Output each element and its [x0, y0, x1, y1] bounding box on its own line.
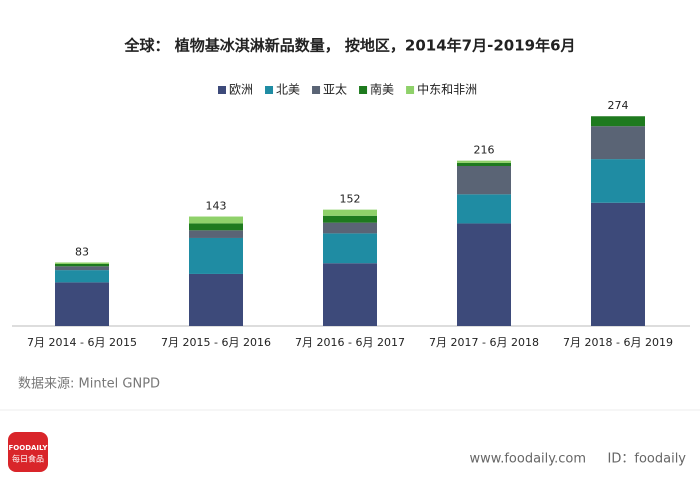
- legend-label: 欧洲: [229, 83, 253, 97]
- legend-label: 中东和非洲: [417, 82, 477, 97]
- legend-swatch: [218, 86, 226, 94]
- legend-swatch: [359, 86, 368, 94]
- bar-segment: [189, 273, 243, 326]
- bar-segment: [323, 209, 377, 216]
- chart-title: 全球： 植物基冰淇淋新品数量， 按地区，2014年7月-2019年6月: [123, 37, 575, 55]
- bar-segment: [591, 126, 645, 160]
- x-tick-label: 7月 2015 - 6月 2016: [161, 336, 271, 349]
- x-tick-label: 7月 2018 - 6月 2019: [563, 336, 673, 349]
- x-tick-label: 7月 2017 - 6月 2018: [429, 336, 539, 349]
- total-label: 83: [75, 245, 89, 258]
- legend-label: 南美: [370, 82, 394, 97]
- footer-id: ID：foodaily: [608, 452, 687, 467]
- bar-segment: [189, 237, 243, 274]
- bar-segment: [591, 159, 645, 203]
- bar-segment: [591, 116, 645, 127]
- bar-segment: [323, 222, 377, 234]
- legend-label: 亚太: [323, 82, 347, 97]
- bar-segment: [55, 262, 109, 264]
- total-label: 143: [206, 200, 227, 213]
- site: www.foodaily.com: [470, 452, 587, 467]
- bar-segment: [457, 160, 511, 163]
- source: 数据来源: Mintel GNPD: [18, 377, 160, 392]
- legend-label: 北美: [276, 83, 300, 97]
- total-label: 274: [608, 99, 629, 112]
- bar-segment: [591, 202, 645, 326]
- bar-segment: [55, 266, 109, 271]
- bar-segment: [323, 263, 377, 326]
- bar-segment: [323, 233, 377, 264]
- panel: [0, 0, 700, 410]
- bar-segment: [189, 230, 243, 238]
- total-label: 152: [340, 193, 361, 206]
- bar-segment: [55, 263, 109, 267]
- legend-swatch: [406, 86, 415, 94]
- bar-segment: [55, 282, 109, 326]
- bar-segment: [457, 194, 511, 224]
- x-tick-label: 7月 2016 - 6月 2017: [295, 336, 405, 349]
- total-label: 216: [474, 144, 495, 157]
- bar-segment: [189, 223, 243, 231]
- bar-segment: [457, 162, 511, 167]
- logo-text: FOODAILY: [9, 444, 49, 452]
- x-tick-label: 7月 2014 - 6月 2015: [27, 336, 137, 349]
- legend-swatch: [312, 86, 321, 94]
- logo-sub: 每日食品: [12, 454, 44, 464]
- bar-segment: [457, 166, 511, 195]
- bar-segment: [189, 216, 243, 224]
- bar-segment: [55, 270, 109, 283]
- bar-segment: [457, 223, 511, 326]
- legend-swatch: [265, 86, 274, 94]
- bar-segment: [323, 215, 377, 223]
- logo: [8, 432, 48, 472]
